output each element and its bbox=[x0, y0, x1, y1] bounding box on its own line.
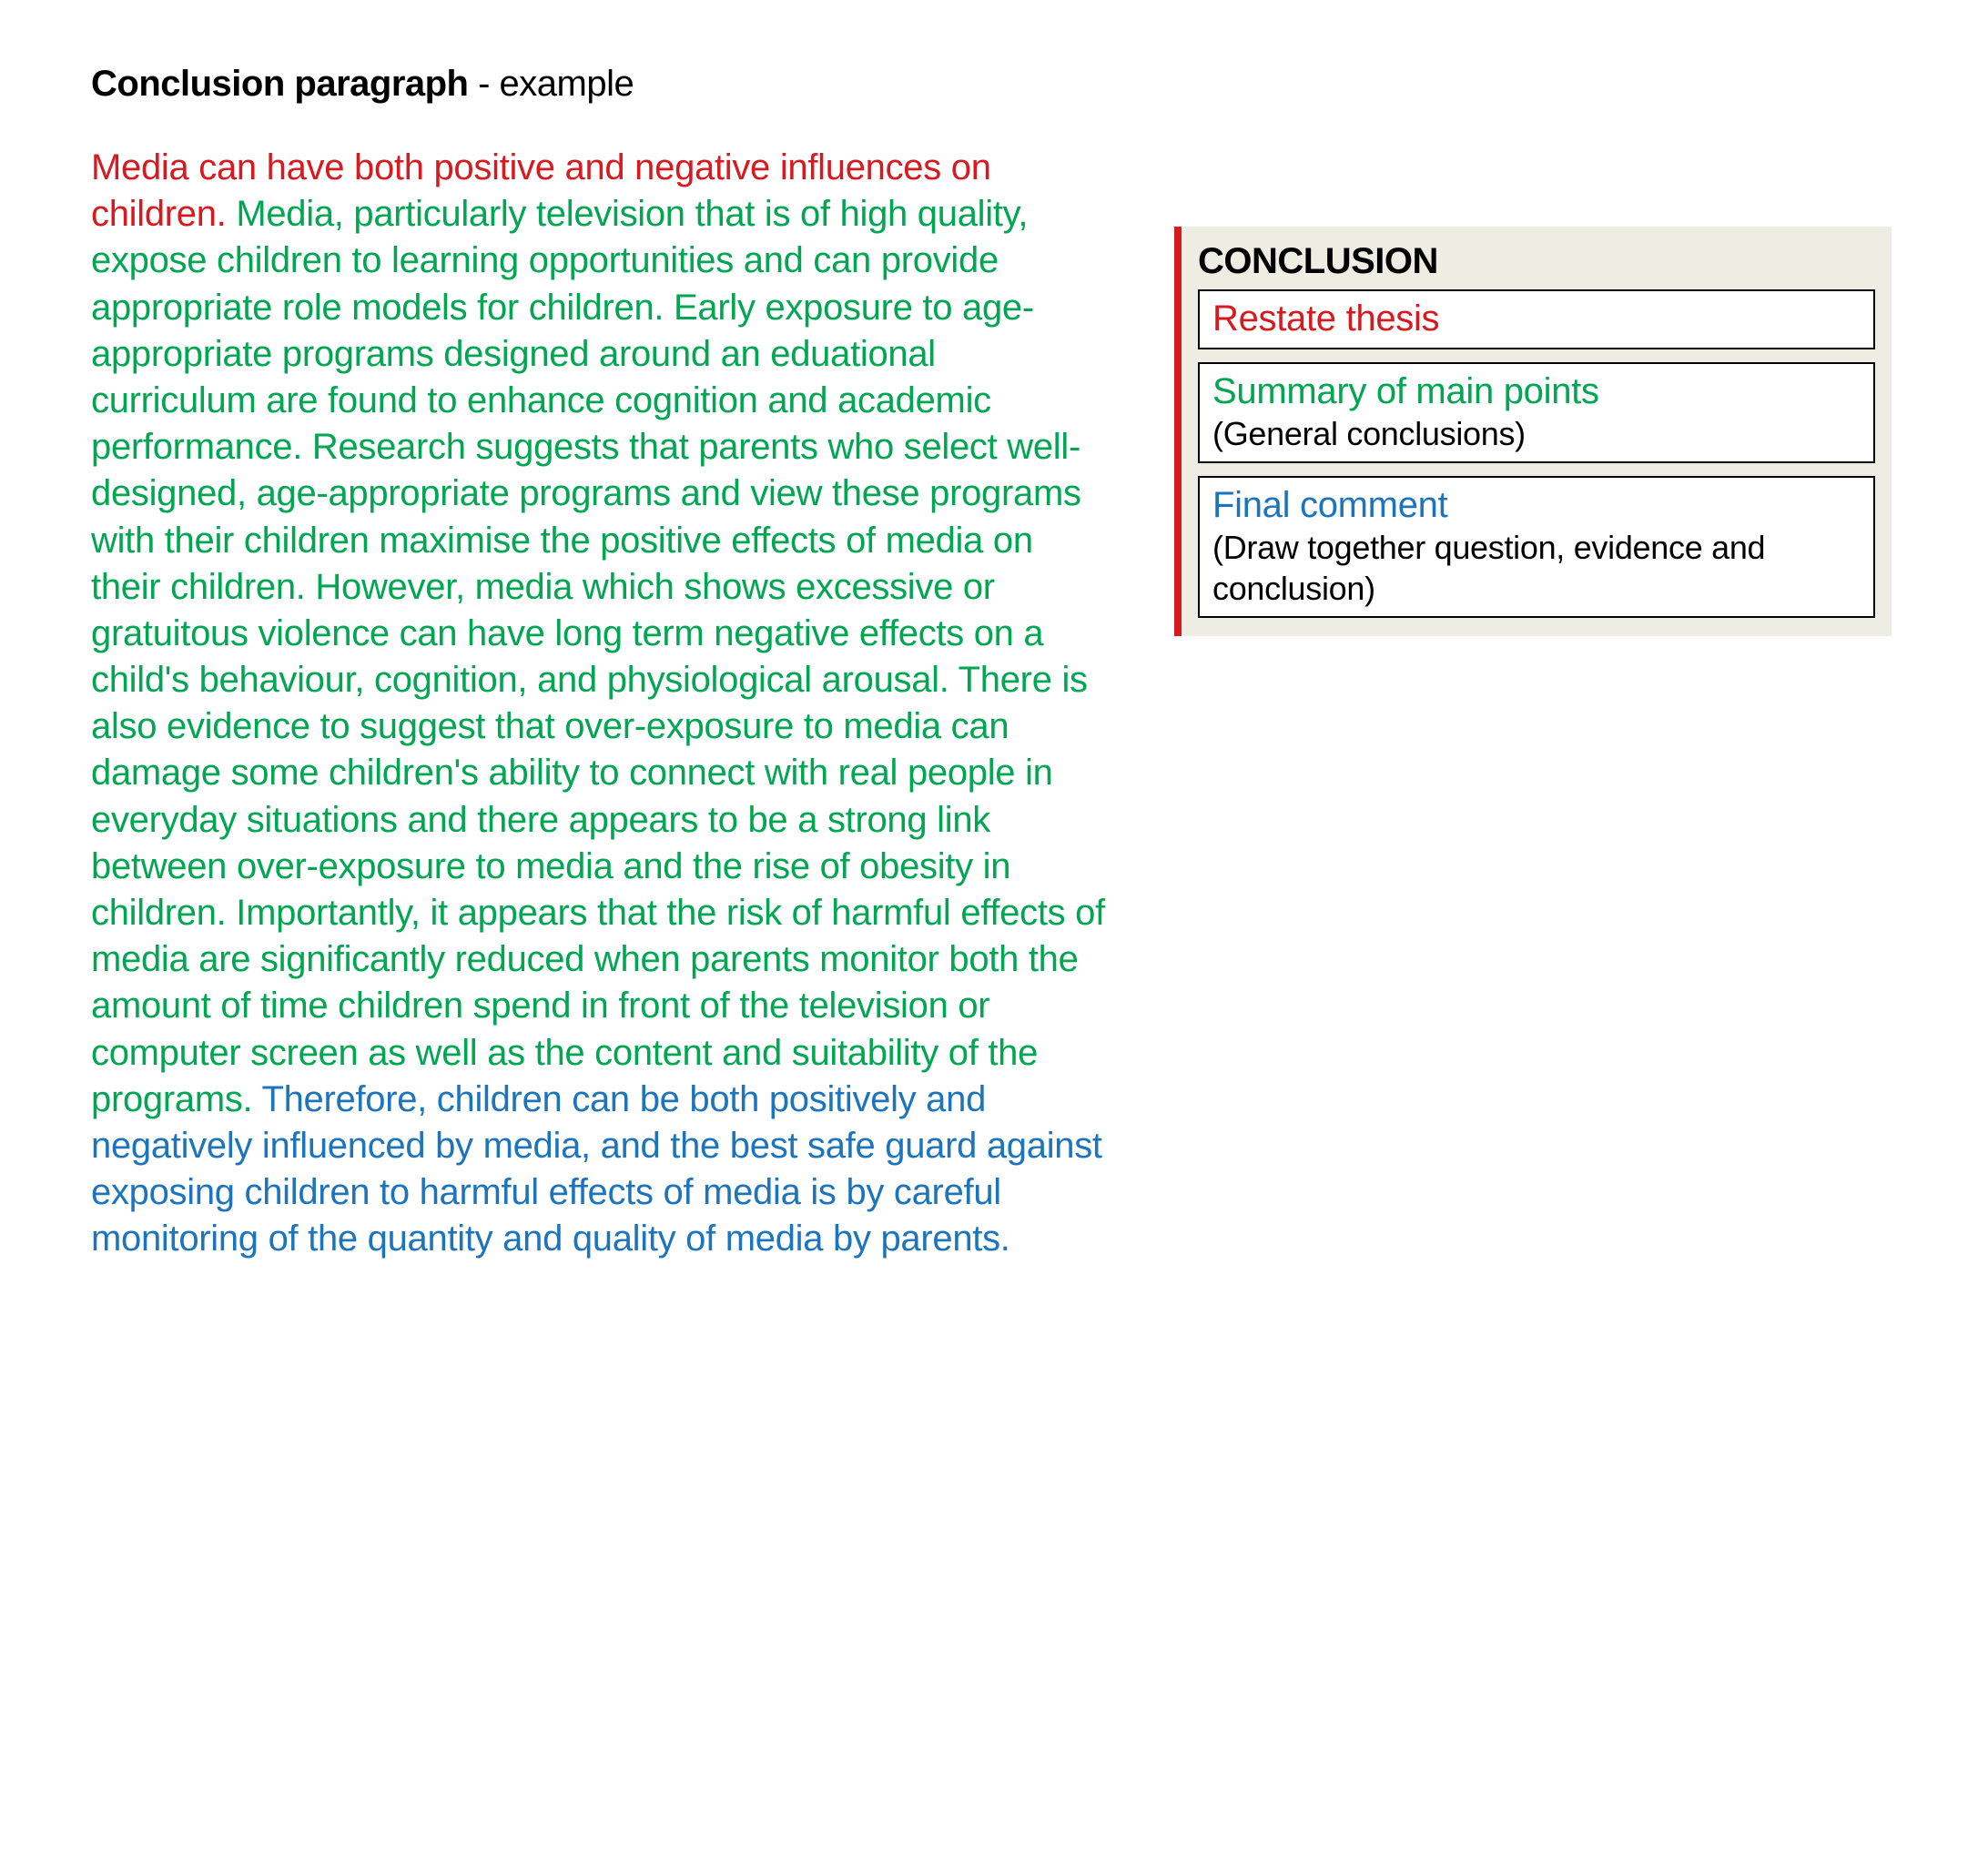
content-row: Media can have both positive and negativ… bbox=[91, 145, 1897, 1263]
heading-light: - example bbox=[469, 64, 634, 104]
page-heading: Conclusion paragraph - example bbox=[91, 64, 1897, 105]
legend-wrapper: CONCLUSION Restate thesis Summary of mai… bbox=[1174, 227, 1892, 636]
legend-item-label: Final comment bbox=[1212, 483, 1861, 527]
legend-item-final: Final comment (Draw together question, e… bbox=[1198, 476, 1875, 618]
legend-item-label: Summary of main points bbox=[1212, 369, 1861, 413]
summary-text: Media, particularly television that is o… bbox=[91, 194, 1105, 1119]
legend-item-summary: Summary of main points (General conclusi… bbox=[1198, 362, 1875, 463]
heading-bold: Conclusion paragraph bbox=[91, 64, 469, 104]
legend-item-sub: (Draw together question, evidence and co… bbox=[1212, 527, 1861, 609]
legend-item-sub: (General conclusions) bbox=[1212, 413, 1861, 454]
legend-accent-bar bbox=[1174, 227, 1182, 636]
example-paragraph: Media can have both positive and negativ… bbox=[91, 145, 1111, 1263]
legend-item-thesis: Restate thesis bbox=[1198, 289, 1875, 349]
legend-title: CONCLUSION bbox=[1198, 241, 1875, 282]
legend-box: CONCLUSION Restate thesis Summary of mai… bbox=[1182, 227, 1892, 636]
legend-item-label: Restate thesis bbox=[1212, 297, 1861, 340]
